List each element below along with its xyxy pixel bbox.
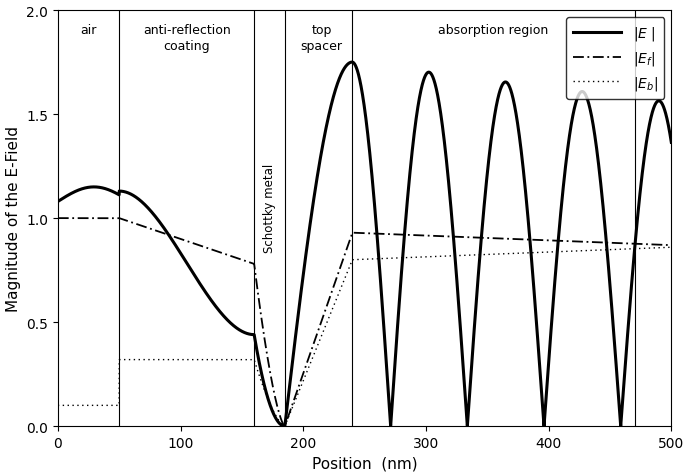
Text: absorption region: absorption region bbox=[438, 23, 549, 37]
Legend: $|E\ |$, $|E_f|$, $|E_b|$: $|E\ |$, $|E_f|$, $|E_b|$ bbox=[566, 18, 664, 99]
Text: anti-reflection
coating: anti-reflection coating bbox=[143, 23, 230, 52]
Text: Schottky metal: Schottky metal bbox=[263, 164, 276, 253]
Text: air: air bbox=[80, 23, 97, 37]
Text: top
spacer: top spacer bbox=[301, 23, 343, 52]
X-axis label: Position  (nm): Position (nm) bbox=[312, 456, 417, 470]
Y-axis label: Magnitude of the E-Field: Magnitude of the E-Field bbox=[6, 126, 21, 311]
